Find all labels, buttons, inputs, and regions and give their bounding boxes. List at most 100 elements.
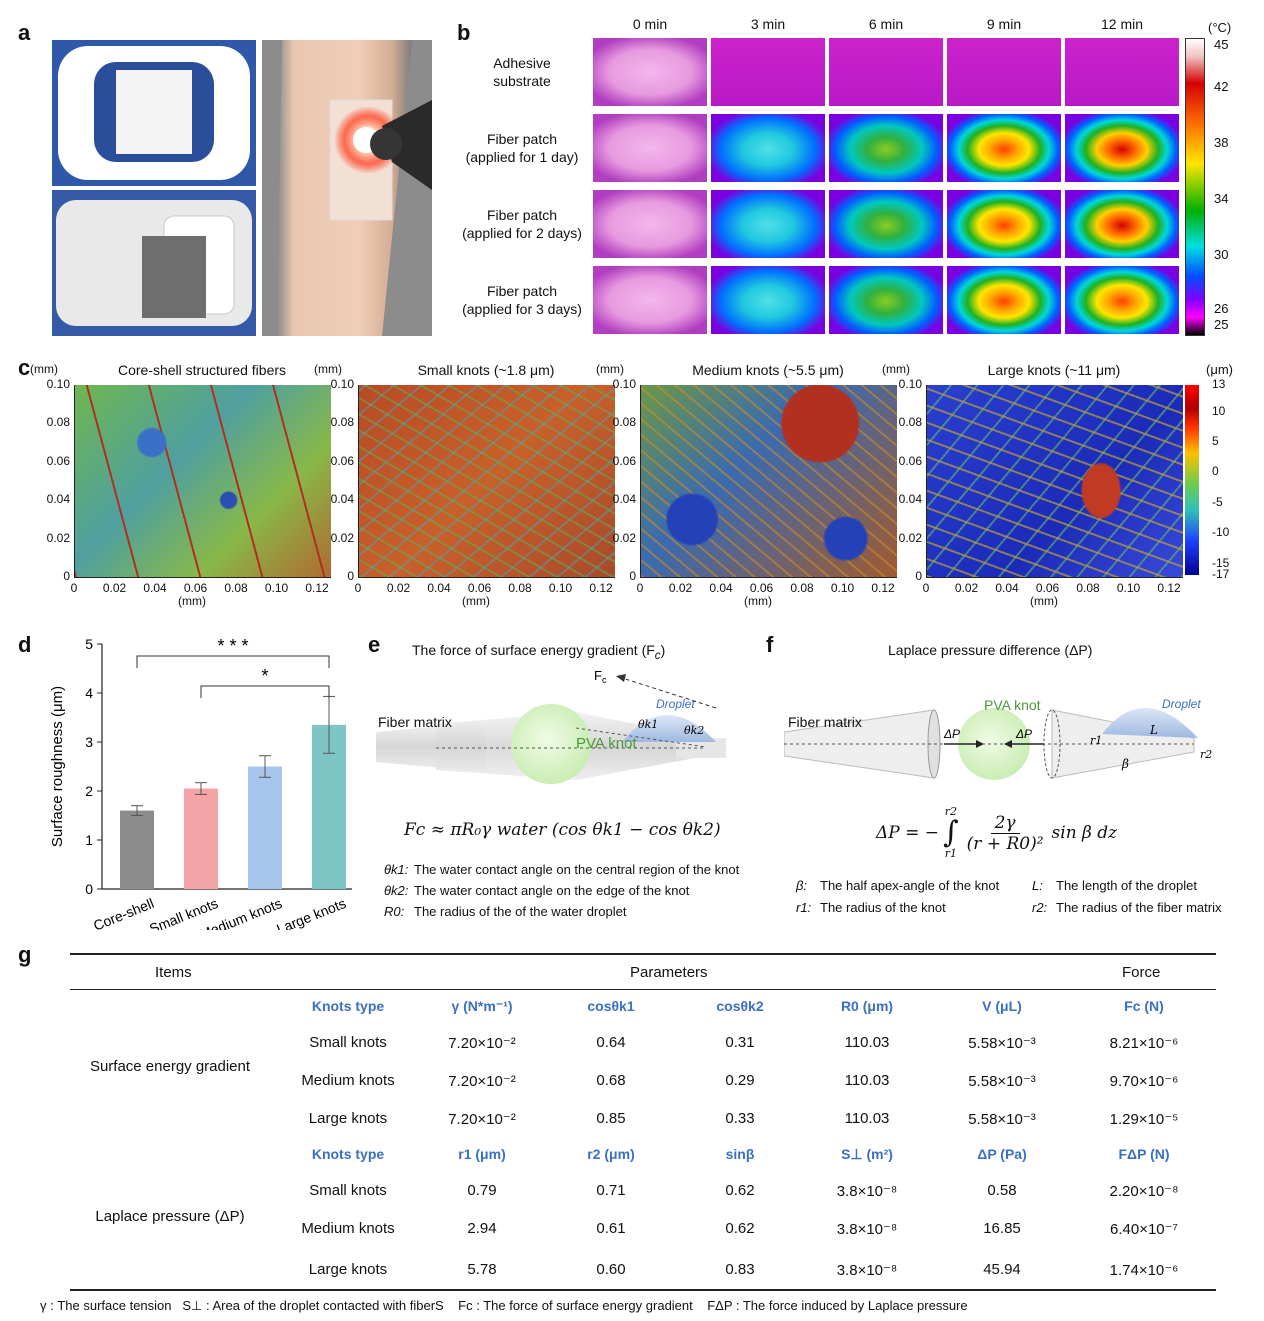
thermal-image bbox=[947, 266, 1061, 334]
thermal-colorbar-tick: 45 bbox=[1214, 37, 1229, 52]
droplet-label-f: Droplet bbox=[1162, 697, 1201, 711]
roughness-map bbox=[926, 385, 1183, 578]
roughness-map-yunit: (mm) bbox=[882, 362, 910, 376]
table-footnote: γ : The surface tension S⊥ : Area of the… bbox=[40, 1298, 968, 1313]
r1-label: r1 bbox=[1090, 734, 1102, 747]
panel-a-photos bbox=[52, 40, 432, 336]
panel-label-g: g bbox=[18, 942, 32, 967]
chart-bar bbox=[120, 810, 154, 889]
roughness-colorbar bbox=[1185, 385, 1199, 575]
table-column-header: cosθk2 bbox=[716, 998, 764, 1014]
roughness-colorbar-tick: -17 bbox=[1212, 567, 1230, 581]
roughness-map-ytick: 0.10 bbox=[898, 377, 922, 391]
table-cell: 6.40×10⁻⁷ bbox=[1110, 1221, 1178, 1238]
thermal-image bbox=[947, 38, 1061, 106]
thermal-image bbox=[829, 114, 943, 182]
thermal-image bbox=[1065, 114, 1179, 182]
panel-f-title: Laplace pressure difference (ΔP) bbox=[888, 642, 1093, 658]
droplet-shape-f bbox=[1102, 707, 1198, 738]
panel-f-legend-symbol: β: bbox=[796, 878, 808, 893]
roughness-map-xunit: (mm) bbox=[462, 594, 490, 608]
panel-f-legend-text: The length of the droplet bbox=[1056, 878, 1197, 893]
roughness-map-xtick: 0 bbox=[354, 581, 362, 595]
thermal-row-label: Fiber patch (applied for 1 day) bbox=[465, 131, 579, 165]
roughness-map-xtick: 0.02 bbox=[668, 581, 693, 595]
panel-label-f: f bbox=[766, 632, 774, 657]
roughness-map-ytick: 0.10 bbox=[612, 377, 636, 391]
thermal-image bbox=[829, 190, 943, 258]
photo-patch-front bbox=[52, 40, 256, 186]
roughness-colorbar-unit: (μm) bbox=[1206, 362, 1233, 377]
table-cell: Medium knots bbox=[301, 1072, 395, 1089]
panel-e-diagram: PVA knot Droplet θk1 θk2 Fc bbox=[376, 668, 726, 784]
chart-significance-bracket bbox=[136, 655, 330, 668]
table-cell: 0.71 bbox=[596, 1182, 626, 1199]
thermal-colorbar-tick: 38 bbox=[1214, 135, 1229, 150]
photo-patch-peeled bbox=[52, 190, 256, 336]
table-cell: Small knots bbox=[309, 1182, 387, 1199]
table-cell: 16.85 bbox=[983, 1220, 1021, 1237]
roughness-map-xtick: 0.06 bbox=[183, 581, 208, 595]
roughness-map-xtick: 0.12 bbox=[305, 581, 329, 595]
roughness-map-xtick: 0.06 bbox=[467, 581, 492, 595]
roughness-map-ytick: 0 bbox=[63, 569, 70, 583]
thermal-column-label: 9 min bbox=[986, 16, 1022, 32]
panel-e-legend-symbol: θk2: bbox=[384, 883, 409, 898]
panel-f-legend-text: The radius of the fiber matrix bbox=[1056, 900, 1222, 915]
roughness-map-ytick: 0.06 bbox=[330, 453, 354, 468]
roughness-map-xtick: 0.10 bbox=[830, 581, 855, 595]
table-cell: Small knots bbox=[309, 1034, 387, 1051]
delta-p-right: ΔP bbox=[1015, 727, 1032, 741]
theta-k1-label: θk1 bbox=[638, 718, 658, 731]
panel-e-legend-symbol: θk1: bbox=[384, 862, 409, 877]
panel-f-legend-symbol: r2: bbox=[1032, 900, 1048, 915]
roughness-map-ytick: 0.06 bbox=[612, 453, 636, 468]
thermal-image bbox=[593, 114, 707, 182]
chart-ytick-label: 0 bbox=[85, 881, 93, 897]
roughness-map bbox=[358, 385, 615, 578]
table-cell: 0.58 bbox=[987, 1182, 1017, 1199]
table-cell: 7.20×10⁻² bbox=[448, 1111, 516, 1128]
roughness-map-xtick: 0.10 bbox=[548, 581, 573, 595]
thermal-image bbox=[593, 190, 707, 258]
table-cell: Large knots bbox=[308, 1110, 388, 1127]
roughness-map-xtick: 0.10 bbox=[264, 581, 289, 595]
panel-e-title: The force of surface energy gradient (Fc… bbox=[412, 642, 666, 662]
table-cell: 2.20×10⁻⁸ bbox=[1109, 1183, 1179, 1200]
thermal-image bbox=[829, 266, 943, 334]
roughness-map-xunit: (mm) bbox=[1030, 594, 1058, 608]
roughness-map-ytick: 0.10 bbox=[46, 377, 70, 391]
thermal-image bbox=[711, 114, 825, 182]
roughness-map-xtick: 0 bbox=[70, 581, 78, 595]
roughness-map-ytick: 0.04 bbox=[898, 492, 922, 507]
chart-bar bbox=[184, 788, 218, 889]
roughness-map-title: Medium knots (~5.5 μm) bbox=[692, 362, 844, 378]
table-column-header: R0 (μm) bbox=[840, 998, 894, 1014]
roughness-map-ytick: 0.06 bbox=[46, 453, 70, 468]
thermal-column-label: 3 min bbox=[750, 16, 786, 32]
table-cell: Medium knots bbox=[301, 1220, 395, 1237]
table-column-header: sinβ bbox=[725, 1146, 755, 1162]
pva-knot-shape bbox=[511, 704, 591, 784]
chart-ytick-label: 4 bbox=[85, 685, 93, 701]
chart-category-label: Large knots bbox=[274, 895, 348, 930]
beta-label: β bbox=[1121, 757, 1129, 771]
thermal-image bbox=[593, 38, 707, 106]
table-cell: 8.21×10⁻⁶ bbox=[1109, 1035, 1179, 1052]
roughness-map-xtick: 0.08 bbox=[790, 581, 814, 595]
fiber-matrix-label-e: Fiber matrix bbox=[378, 714, 452, 730]
roughness-map-xtick: 0.10 bbox=[1116, 581, 1141, 595]
table-cell: 3.8×10⁻⁸ bbox=[836, 1262, 898, 1279]
roughness-map-ytick: 0.06 bbox=[898, 453, 922, 468]
pva-knot-label: PVA knot bbox=[576, 735, 637, 752]
table-cell: 110.03 bbox=[844, 1034, 890, 1051]
panel-f-legend-text: The radius of the knot bbox=[820, 900, 946, 915]
table-cell: 0.85 bbox=[596, 1110, 626, 1127]
table-cell: 110.03 bbox=[844, 1110, 890, 1127]
roughness-map-ytick: 0.08 bbox=[330, 415, 354, 430]
roughness-map-xtick: 0.02 bbox=[954, 581, 979, 595]
pva-knot-label-f: PVA knot bbox=[984, 697, 1041, 713]
table-column-header: cosθk1 bbox=[587, 998, 635, 1014]
roughness-map-xtick: 0.04 bbox=[143, 581, 167, 595]
